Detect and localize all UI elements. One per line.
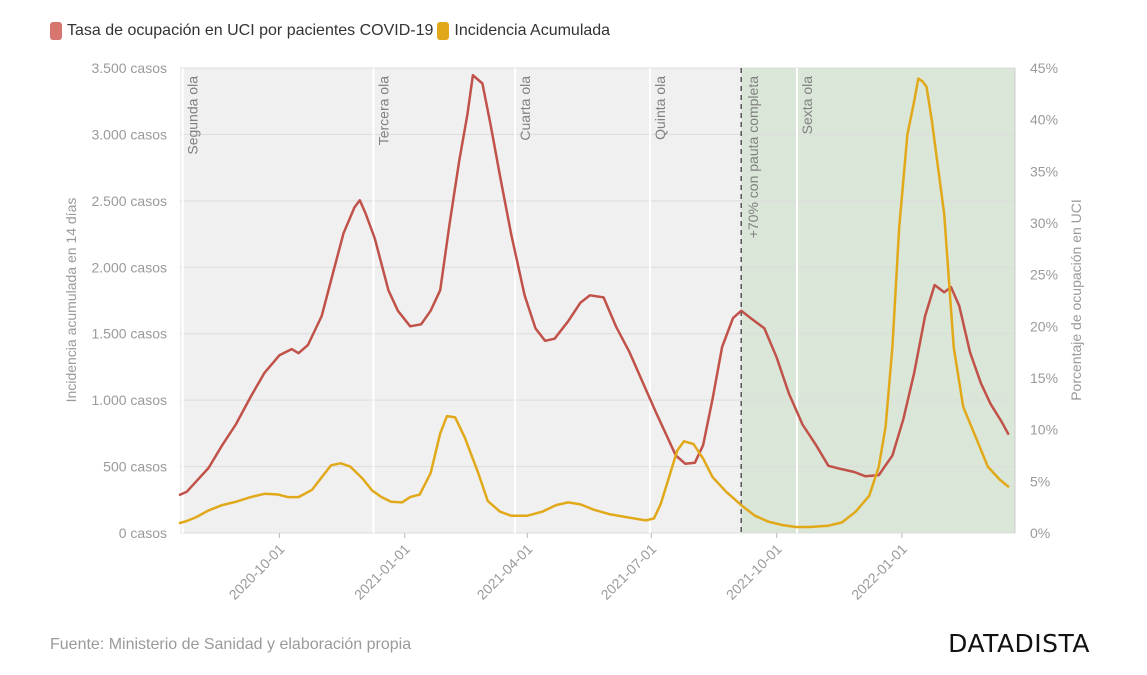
vaccination-marker-label: +70% con pauta completa <box>745 76 761 238</box>
y-left-tick-label: 2.000 casos <box>92 259 168 275</box>
y-right-tick-label: 0% <box>1030 525 1050 541</box>
wave-label: Tercera ola <box>375 76 391 145</box>
wave-label: Cuarta ola <box>517 76 533 141</box>
y-left-tick-label: 2.500 casos <box>92 193 168 209</box>
x-tick-label: 2022-01-01 <box>848 541 910 603</box>
y-right-tick-label: 45% <box>1030 60 1058 76</box>
wave-label: Segunda ola <box>185 76 201 155</box>
y-right-tick-label: 15% <box>1030 370 1058 386</box>
shaded-region-vaccination <box>741 68 1015 533</box>
y-right-tick-label: 5% <box>1030 473 1050 489</box>
left-axis-title: Incidencia acumulada en 14 días <box>63 198 79 403</box>
legend-label-uci: Tasa de ocupación en UCI por pacientes C… <box>67 22 434 39</box>
wave-label: Sexta ola <box>799 76 815 135</box>
x-tick-label: 2020-10-01 <box>226 541 288 603</box>
y-right-tick-label: 40% <box>1030 112 1058 128</box>
y-left-tick-label: 500 casos <box>103 459 167 475</box>
y-left-tick-label: 0 casos <box>119 525 167 541</box>
source-note: Fuente: Ministerio de Sanidad y elaborac… <box>50 636 412 653</box>
legend-label-ia: Incidencia Acumulada <box>454 22 611 39</box>
x-tick-label: 2021-01-01 <box>351 541 413 603</box>
y-left-tick-label: 3.000 casos <box>92 126 168 142</box>
legend-swatch-ia <box>437 22 450 40</box>
wave-label: Quinta ola <box>652 76 668 140</box>
y-right-tick-label: 10% <box>1030 422 1058 438</box>
legend: Tasa de ocupación en UCI por pacientes C… <box>50 20 614 42</box>
x-tick-label: 2021-07-01 <box>597 541 659 603</box>
legend-swatch-uci <box>50 22 62 40</box>
y-right-tick-label: 25% <box>1030 267 1058 283</box>
x-tick-label: 2021-10-01 <box>723 541 785 603</box>
brand-logo: DATADISTA <box>948 629 1090 658</box>
series-line-ia <box>178 77 1010 529</box>
right-axis-title: Porcentaje de ocupación en UCI <box>1068 199 1084 401</box>
y-right-tick-label: 35% <box>1030 163 1058 179</box>
x-tick-label: 2021-04-01 <box>474 541 536 603</box>
series-line-uci <box>178 73 1010 497</box>
y-left-tick-label: 3.500 casos <box>92 60 168 76</box>
legend-item-uci[interactable]: Tasa de ocupación en UCI por pacientes C… <box>50 22 433 40</box>
y-right-tick-label: 30% <box>1030 215 1058 231</box>
y-right-tick-label: 20% <box>1030 318 1058 334</box>
y-left-tick-label: 1.500 casos <box>92 326 168 342</box>
y-left-tick-label: 1.000 casos <box>92 392 168 408</box>
legend-item-ia[interactable]: Incidencia Acumulada <box>437 22 610 40</box>
